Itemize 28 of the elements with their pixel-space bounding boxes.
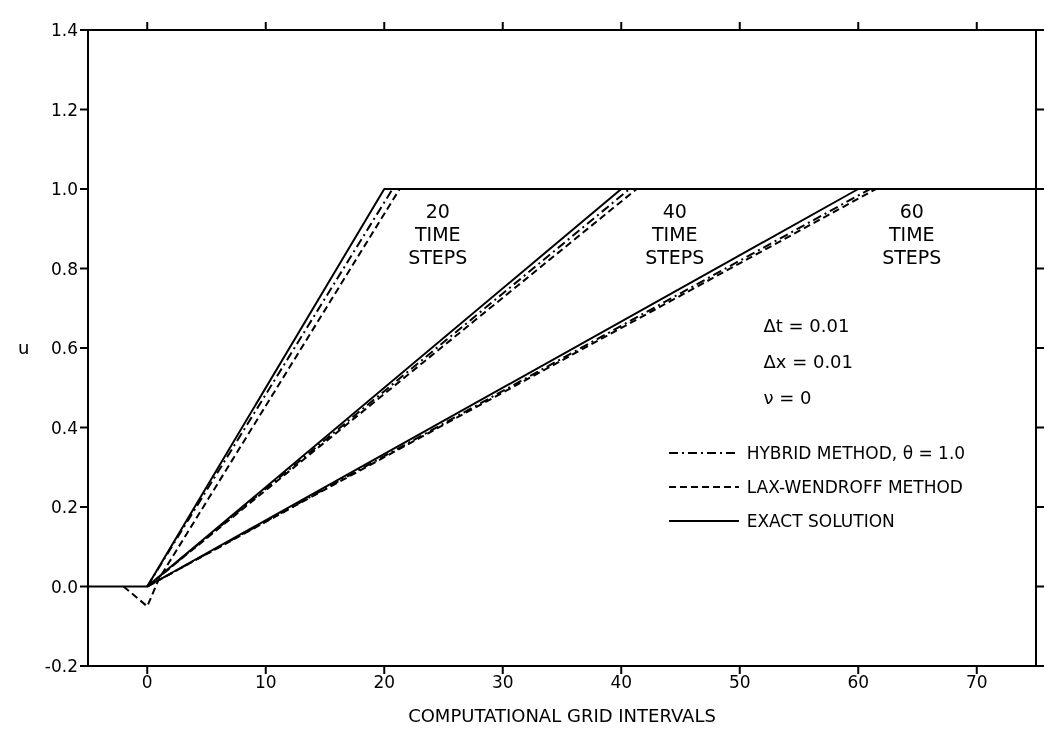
annotation: Δx = 0.01 xyxy=(763,351,854,373)
legend-label: EXACT SOLUTION xyxy=(746,511,895,532)
y-tick-label: 0.2 xyxy=(50,497,78,518)
x-tick-label: 70 xyxy=(965,672,988,693)
y-axis-title: u xyxy=(18,337,30,359)
y-tick-label: 0.6 xyxy=(50,338,78,359)
y-tick-label: 1.4 xyxy=(50,20,78,41)
y-tick-label: -0.2 xyxy=(44,656,78,677)
y-tick-label: 1.2 xyxy=(50,99,78,120)
legend-label: HYBRID METHOD, θ = 1.0 xyxy=(746,443,966,464)
legend-label: LAX-WENDROFF METHOD xyxy=(746,477,963,498)
y-tick-label: 0.4 xyxy=(50,417,78,438)
annotation: 20 TIME STEPS xyxy=(408,199,468,268)
x-axis-title: COMPUTATIONAL GRID INTERVALS xyxy=(408,705,716,726)
x-tick-label: 0 xyxy=(141,672,153,693)
y-tick-label: 1.0 xyxy=(50,179,78,200)
x-tick-label: 60 xyxy=(847,672,870,693)
x-tick-label: 30 xyxy=(491,672,514,693)
x-tick-label: 20 xyxy=(373,672,396,693)
annotation: Δt = 0.01 xyxy=(763,315,850,337)
x-tick-label: 50 xyxy=(728,672,751,693)
annotation: 60 TIME STEPS xyxy=(882,199,942,268)
y-tick-label: 0.8 xyxy=(50,258,78,279)
x-tick-label: 10 xyxy=(254,672,277,693)
annotation: ν = 0 xyxy=(763,387,812,409)
x-tick-label: 40 xyxy=(610,672,633,693)
annotation: 40 TIME STEPS xyxy=(645,199,705,268)
y-tick-label: 0.0 xyxy=(50,576,78,597)
